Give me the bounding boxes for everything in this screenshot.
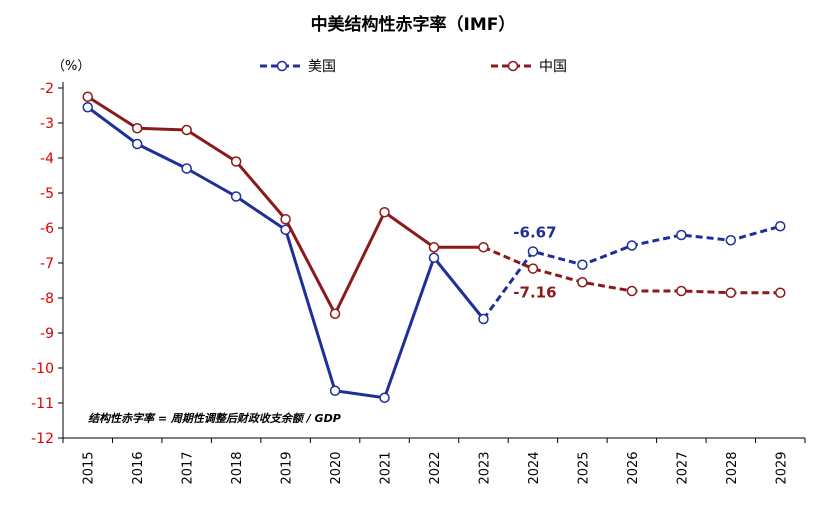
x-tick-label: 2025 [576,451,591,484]
y-tick-label: -2 [40,81,54,97]
data-point [181,163,192,174]
data-point [329,308,341,319]
chart-title: 中美结构性赤字率（IMF） [311,14,516,35]
y-tick-label: -7 [40,256,54,272]
data-point [478,242,489,253]
x-tick-label: 2029 [774,451,789,484]
legend-label: 中国 [539,59,567,75]
y-tick-label: -3 [40,116,54,132]
y-tick-label: -4 [40,151,54,167]
data-point [725,235,737,246]
x-tick-label: 2015 [82,451,97,484]
x-tick-label: 2021 [379,451,394,484]
x-tick-label: 2026 [626,451,641,484]
y-tick-label: -11 [31,396,54,412]
data-point [428,242,440,253]
legend-marker [276,60,288,72]
y-tick-label: -12 [31,431,54,447]
x-tick-label: 2020 [329,451,344,484]
x-tick-label: 2027 [675,451,690,484]
data-point [131,138,143,150]
y-tick-label: -6 [40,221,54,237]
data-point [577,259,588,270]
series-line-actual [86,95,484,316]
series-layer [82,91,786,403]
data-label: -6.67 [513,223,556,241]
series-line-actual [86,106,485,400]
x-tick-label: 2019 [280,451,295,484]
data-point [676,285,687,297]
data-point [775,221,786,232]
x-tick-label: 2018 [230,451,245,484]
data-point [725,287,737,298]
y-unit-label: （%） [52,59,90,74]
data-point [379,207,390,218]
data-point [676,229,687,241]
legend: 美国 中国 [260,59,567,75]
data-point [527,246,539,257]
axes: -2 -3 -4 -5 -6 -7 -8 -9 -10 -11 -12 2015 2016 2017 201… [31,81,806,485]
data-point [577,277,588,288]
data-labels: -6.67 -7.16 [513,223,556,301]
data-point [230,156,242,167]
y-tick-label: -9 [40,326,54,342]
data-point [527,263,539,274]
data-label: -7.16 [513,284,556,302]
x-tick-label: 2024 [527,451,542,484]
data-point [329,385,341,396]
data-point [181,124,192,136]
data-point [626,285,638,297]
x-tick-label: 2023 [477,451,492,484]
x-tick-label: 2022 [428,451,443,484]
x-tick-label: 2017 [181,451,196,484]
data-point [379,392,390,403]
legend-label: 美国 [308,59,336,75]
x-tick-label: 2016 [131,451,146,484]
data-point [230,191,242,202]
data-point [626,240,638,251]
data-point [428,252,440,263]
data-point [280,214,291,225]
data-point [775,287,786,298]
y-tick-label: -5 [40,186,54,202]
legend-marker [507,60,519,72]
y-tick-label: -8 [40,291,54,307]
data-point [131,123,143,134]
x-tick-label: 2028 [725,451,740,484]
data-point [82,91,93,102]
data-point [82,102,93,113]
data-point [478,313,489,325]
footnote: 结构性赤字率 = 周期性调整后财政收支余额 / GDP [88,412,341,425]
y-tick-label: -10 [31,361,54,377]
